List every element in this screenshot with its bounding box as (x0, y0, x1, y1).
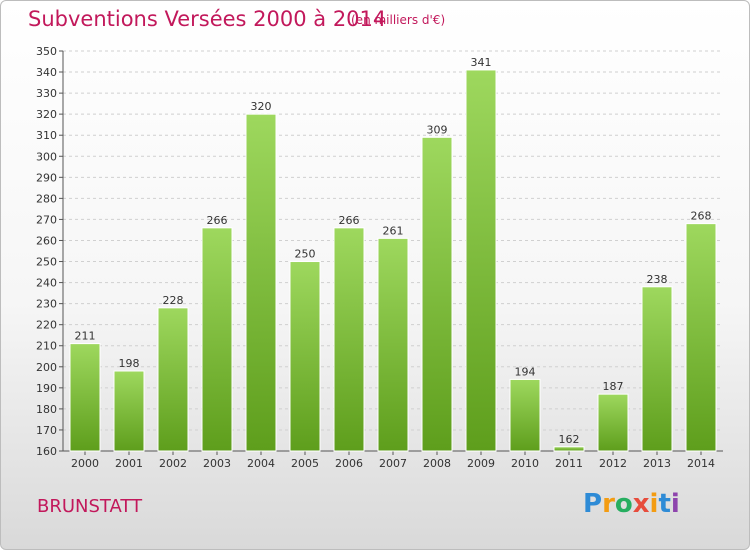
bar[interactable] (685, 223, 717, 452)
y-tick-label: 270 (36, 213, 57, 226)
y-tick-label: 320 (36, 108, 57, 121)
bar-value-label: 250 (295, 248, 316, 261)
bar-value-label: 266 (207, 214, 228, 227)
y-tick-label: 280 (36, 192, 57, 205)
y-tick-label: 340 (36, 66, 57, 79)
y-tick-label: 250 (36, 256, 57, 269)
bar[interactable] (465, 69, 497, 452)
y-tick-label: 210 (36, 340, 57, 353)
bar[interactable] (509, 378, 541, 452)
y-tick-label: 310 (36, 129, 57, 142)
bar-value-label: 309 (427, 123, 448, 136)
x-tick-label: 2008 (423, 457, 451, 470)
logo-letter: r (602, 489, 615, 519)
x-tick-label: 2007 (379, 457, 407, 470)
chart-title: Subventions Versées 2000 à 2014 (28, 7, 387, 31)
bar[interactable] (597, 393, 629, 452)
y-tick-label: 290 (36, 171, 57, 184)
y-tick-label: 170 (36, 424, 57, 437)
y-tick-label: 190 (36, 382, 57, 395)
bar[interactable] (245, 113, 277, 452)
x-tick-label: 2000 (71, 457, 99, 470)
y-tick-label: 200 (36, 361, 57, 374)
y-tick-label: 230 (36, 298, 57, 311)
y-tick-label: 330 (36, 87, 57, 100)
bar-value-label: 238 (647, 273, 668, 286)
bar-value-label: 228 (163, 294, 184, 307)
x-tick-label: 2004 (247, 457, 275, 470)
logo-letter: P (583, 489, 603, 519)
y-tick-label: 260 (36, 234, 57, 247)
bar-value-label: 162 (559, 433, 580, 446)
bar[interactable] (333, 227, 365, 452)
bar[interactable] (113, 370, 145, 452)
bar-value-label: 194 (515, 365, 536, 378)
chart-unit: (en milliers d'€) (351, 13, 446, 27)
bar[interactable] (201, 227, 233, 452)
bar[interactable] (641, 286, 673, 452)
bar[interactable] (421, 136, 453, 452)
bar[interactable] (553, 446, 585, 452)
proxiti-logo[interactable]: Proxiti (583, 489, 680, 519)
logo-letter: i (670, 489, 680, 519)
bar-value-label: 268 (691, 210, 712, 223)
y-tick-label: 240 (36, 277, 57, 290)
bar[interactable] (69, 343, 101, 452)
x-tick-label: 2011 (555, 457, 583, 470)
bar-value-label: 187 (603, 380, 624, 393)
x-tick-label: 2002 (159, 457, 187, 470)
bar[interactable] (157, 307, 189, 452)
bar-value-label: 320 (251, 100, 272, 113)
x-tick-label: 2009 (467, 457, 495, 470)
x-tick-label: 2010 (511, 457, 539, 470)
bar[interactable] (289, 261, 321, 452)
logo-letter: t (658, 489, 671, 519)
bar-value-label: 266 (339, 214, 360, 227)
x-tick-label: 2001 (115, 457, 143, 470)
x-tick-label: 2012 (599, 457, 627, 470)
logo-letter: o (614, 489, 633, 519)
logo-letter: i (649, 489, 659, 519)
x-tick-label: 2005 (291, 457, 319, 470)
x-tick-label: 2013 (643, 457, 671, 470)
bar-value-label: 198 (119, 357, 140, 370)
logo-letter: x (632, 489, 650, 519)
bar-value-label: 341 (471, 56, 492, 69)
x-tick-label: 2003 (203, 457, 231, 470)
bar-value-label: 211 (75, 330, 96, 343)
city-name: BRUNSTATT (37, 496, 143, 517)
y-tick-label: 180 (36, 403, 57, 416)
bar-value-label: 261 (383, 224, 404, 237)
y-tick-label: 160 (36, 445, 57, 458)
y-tick-label: 220 (36, 319, 57, 332)
x-tick-label: 2006 (335, 457, 363, 470)
y-tick-label: 350 (36, 45, 57, 58)
y-tick-label: 300 (36, 150, 57, 163)
bar[interactable] (377, 237, 409, 452)
x-tick-label: 2014 (687, 457, 715, 470)
